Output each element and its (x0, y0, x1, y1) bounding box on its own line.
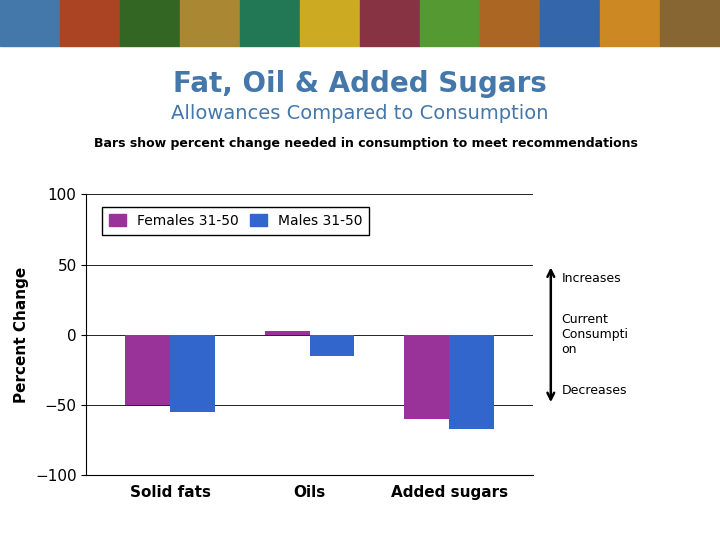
Bar (180, 0, 240, 46)
Text: Current
Consumpti
on: Current Consumpti on (562, 313, 629, 356)
Text: Decreases: Decreases (562, 384, 627, 397)
Bar (300, 0, 360, 46)
Text: Fat, Oil & Added Sugars: Fat, Oil & Added Sugars (173, 70, 547, 98)
Bar (449, 335, 494, 429)
Bar (120, 0, 180, 46)
Bar (240, 0, 300, 46)
Bar (310, 335, 354, 356)
Bar (265, 330, 310, 335)
Bar (170, 335, 215, 412)
Bar (420, 0, 480, 46)
Bar (660, 0, 720, 46)
Bar (405, 335, 449, 419)
Y-axis label: Percent Change: Percent Change (14, 267, 30, 403)
Bar (60, 0, 120, 46)
Text: Increases: Increases (562, 272, 621, 285)
Bar (540, 0, 600, 46)
Text: Bars show percent change needed in consumption to meet recommendations: Bars show percent change needed in consu… (94, 137, 637, 150)
Bar (0, 0, 60, 46)
Legend: Females 31-50, Males 31-50: Females 31-50, Males 31-50 (102, 207, 369, 235)
Text: Allowances Compared to Consumption: Allowances Compared to Consumption (171, 104, 549, 123)
Bar (125, 335, 170, 405)
Bar (600, 0, 660, 46)
Bar (480, 0, 540, 46)
Bar (360, 0, 420, 46)
